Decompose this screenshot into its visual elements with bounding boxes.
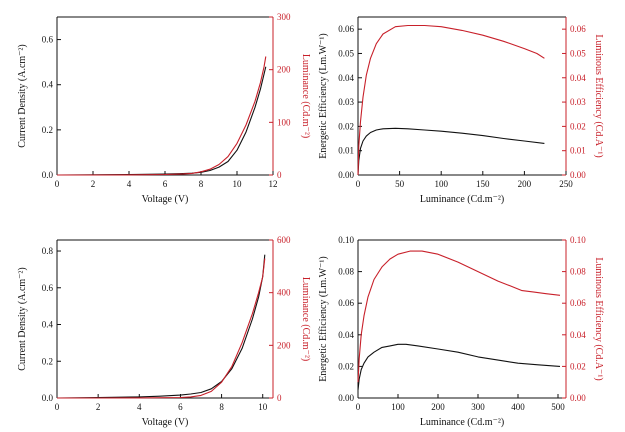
x-tick-label: 8	[219, 402, 224, 412]
x-tick-label: 0	[55, 179, 60, 189]
y-left-tick-label: 0.05	[338, 48, 354, 58]
y-left-tick-label: 0.2	[42, 125, 53, 135]
y-left-tick-label: 0.4	[42, 320, 54, 330]
y-right-tick-label: 0.02	[570, 361, 586, 371]
x-tick-label: 6	[178, 402, 183, 412]
y-right-tick-label: 0.04	[570, 330, 586, 340]
x-tick-label: 500	[551, 402, 565, 412]
y-right-tick-label: 100	[277, 117, 291, 127]
y-right-tick-label: 400	[277, 288, 291, 298]
x-tick-label: 100	[434, 179, 448, 189]
x-axis-label: Voltage (V)	[142, 417, 189, 428]
y-left-tick-label: 0.00	[338, 170, 354, 180]
y-right-tick-label: 300	[277, 12, 291, 22]
series-line-red	[57, 56, 267, 176]
y-left-tick-label: 0.8	[42, 246, 54, 256]
series-line-black	[357, 343, 561, 391]
x-tick-label: 200	[431, 402, 445, 412]
x-tick-label: 10	[258, 402, 268, 412]
series-line-red	[57, 258, 266, 399]
y-left-axis-label: Energetic Efficiency (Lm.W⁻¹)	[318, 33, 329, 158]
y-right-tick-label: 0.04	[570, 73, 586, 83]
chart-panel-1: 0 2 4 6 8 10 12 0.0 0.2 0.4 0.6 0 100 200 300 Voltage (…	[17, 12, 311, 205]
y-left-tick-label: 0.0	[42, 393, 54, 403]
y-left-tick-label: 0.2	[42, 356, 53, 366]
x-tick-label: 400	[511, 402, 525, 412]
x-tick-label: 50	[395, 179, 405, 189]
chart-panel-3: 0 2 4 6 8 10 0.0 0.2 0.4 0.6 0.8 0 200 400 600 Voltage …	[17, 235, 311, 428]
y-right-tick-label: 0.00	[570, 393, 586, 403]
y-left-tick-label: 0.01	[338, 146, 354, 156]
x-tick-label: 150	[476, 179, 490, 189]
x-axis-label: Luminance (Cd.m⁻²)	[420, 417, 504, 428]
series-line-black	[357, 127, 545, 176]
x-tick-label: 0	[356, 402, 361, 412]
y-left-tick-label: 0.06	[338, 24, 354, 34]
y-left-tick-label: 0.02	[338, 361, 354, 371]
y-left-axis-label: Energetic Efficiency (Lm.W⁻¹)	[318, 256, 329, 381]
x-tick-label: 200	[518, 179, 532, 189]
y-right-tick-label: 200	[277, 340, 291, 350]
y-right-tick-label: 0	[277, 170, 282, 180]
x-tick-label: 4	[137, 402, 142, 412]
series-line-red	[357, 24, 545, 176]
x-tick-label: 2	[91, 179, 96, 189]
y-left-tick-label: 0.04	[338, 330, 354, 340]
y-left-tick-label: 0.08	[338, 267, 354, 277]
y-right-tick-label: 0.00	[570, 170, 586, 180]
y-left-tick-label: 0.00	[338, 393, 354, 403]
y-left-axis-label: Current Density (A.cm⁻²)	[17, 267, 28, 371]
y-left-tick-label: 0.03	[338, 97, 354, 107]
x-tick-label: 0	[356, 179, 361, 189]
y-right-tick-label: 600	[277, 235, 291, 245]
y-left-tick-label: 0.06	[338, 298, 354, 308]
y-left-tick-label: 0.10	[338, 235, 354, 245]
chart-panel-2: 0 50 100 150 200 2500.000.010.020.030.040.050…	[318, 16, 604, 205]
y-right-axis-label: Luminous Efficiency (Cd.A⁻¹)	[593, 34, 604, 157]
y-left-tick-label: 0.6	[42, 35, 54, 45]
y-right-axis-label: Luminance (Cd.m⁻²)	[300, 54, 311, 138]
x-tick-label: 250	[559, 179, 573, 189]
x-tick-label: 8	[199, 179, 204, 189]
x-tick-label: 12	[269, 179, 278, 189]
y-right-tick-label: 0.05	[570, 48, 586, 58]
y-left-tick-label: 0.4	[42, 80, 54, 90]
x-tick-label: 4	[127, 179, 132, 189]
x-tick-label: 2	[96, 402, 101, 412]
y-left-tick-label: 0.6	[42, 283, 54, 293]
series-line-black	[56, 254, 266, 399]
x-axis-label: Luminance (Cd.m⁻²)	[420, 194, 504, 205]
y-right-axis-label: Luminous Efficiency (Cd.A⁻¹)	[593, 257, 604, 380]
y-right-tick-label: 0.02	[570, 121, 586, 131]
y-right-tick-label: 0.01	[570, 146, 586, 156]
y-right-tick-label: 0	[277, 393, 282, 403]
y-right-tick-label: 0.06	[570, 24, 586, 34]
x-tick-label: 100	[391, 402, 405, 412]
x-tick-label: 0	[55, 402, 60, 412]
y-right-tick-label: 0.08	[570, 267, 586, 277]
x-tick-label: 300	[471, 402, 485, 412]
x-axis-label: Voltage (V)	[142, 194, 189, 205]
x-tick-label: 10	[233, 179, 243, 189]
series-line-black	[56, 66, 267, 176]
chart-panel-4: 0 100 200 300 400 500 0.00 0.02 0.04 0.06 0.08 0.10…	[318, 235, 604, 428]
y-right-axis-label: Luminance (Cd.m⁻²)	[300, 277, 311, 361]
y-right-tick-label: 0.06	[570, 298, 586, 308]
y-right-tick-label: 0.10	[570, 235, 586, 245]
y-left-tick-label: 0.0	[42, 170, 54, 180]
y-left-tick-label: 0.04	[338, 73, 354, 83]
series-line-red	[357, 250, 561, 383]
y-right-tick-label: 0.03	[570, 97, 586, 107]
x-tick-label: 6	[163, 179, 168, 189]
y-left-axis-label: Current Density (A.cm⁻²)	[17, 44, 28, 148]
y-left-tick-label: 0.02	[338, 121, 354, 131]
y-right-tick-label: 200	[277, 65, 291, 75]
